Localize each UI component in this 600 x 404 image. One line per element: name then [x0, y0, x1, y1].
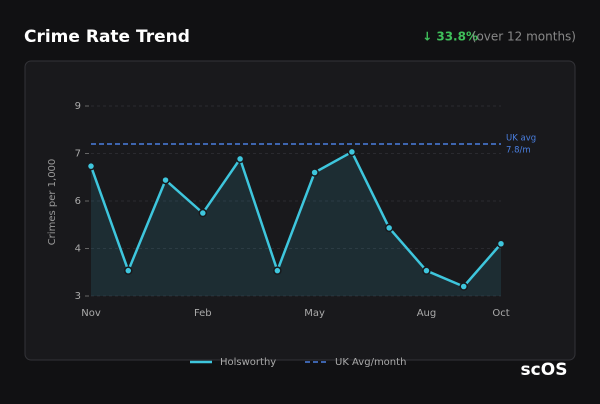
y-tick-label: 3: [75, 291, 81, 302]
y-tick-label: 6: [75, 196, 81, 207]
point: [235, 154, 245, 164]
x-tick-label: Feb: [194, 308, 212, 319]
y-axis-label: Crimes per 1,000: [47, 159, 58, 246]
legend-label: Holsworthy: [220, 357, 276, 368]
change-note: (over 12 months): [472, 30, 576, 44]
watermark: scOS: [521, 360, 568, 380]
change: ↓ 33.8%: [422, 30, 478, 44]
legend-label: UK Avg/month: [335, 357, 406, 368]
point: [459, 282, 468, 291]
y-tick-label: 7: [75, 149, 81, 160]
point: [384, 223, 394, 233]
point: [161, 175, 170, 185]
y-tick-label: 4: [75, 244, 81, 255]
point: [124, 266, 133, 275]
point: [422, 266, 431, 275]
reference-label: 7.8/m: [506, 146, 531, 156]
reference-label: UK avg: [506, 134, 536, 144]
x-tick-label: Oct: [492, 308, 509, 319]
x-tick-label: Aug: [417, 308, 437, 319]
point: [496, 239, 506, 248]
point: [273, 266, 282, 275]
point: [347, 147, 357, 157]
point: [310, 168, 319, 177]
line: [89, 150, 502, 289]
title: Crime Rate Trend: [24, 27, 190, 47]
point: [86, 161, 96, 171]
x-tick-label: May: [304, 308, 325, 319]
point: [198, 208, 208, 218]
x-tick-label: Nov: [81, 308, 101, 319]
y-tick-label: 9: [75, 101, 81, 112]
